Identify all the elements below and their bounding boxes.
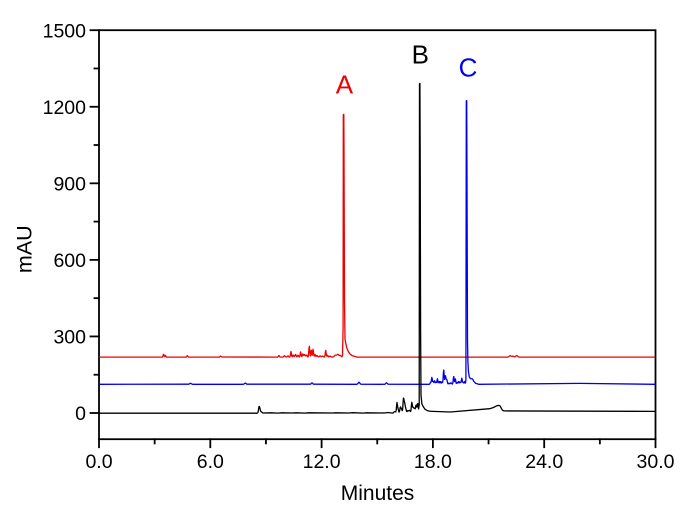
svg-text:B: B [412,40,429,70]
svg-text:1500: 1500 [43,20,87,42]
svg-text:1200: 1200 [43,97,87,119]
svg-text:6.0: 6.0 [197,451,224,473]
svg-text:Minutes: Minutes [341,482,415,505]
svg-text:0: 0 [75,403,86,425]
svg-text:300: 300 [53,327,86,349]
svg-text:C: C [459,52,478,82]
svg-text:18.0: 18.0 [414,451,452,473]
svg-text:0.0: 0.0 [85,451,112,473]
svg-text:900: 900 [53,173,86,195]
svg-text:12.0: 12.0 [303,451,341,473]
svg-text:A: A [336,69,354,99]
svg-text:mAU: mAU [12,225,36,273]
svg-text:600: 600 [53,250,86,272]
svg-text:24.0: 24.0 [525,451,563,473]
svg-text:30.0: 30.0 [637,451,675,473]
